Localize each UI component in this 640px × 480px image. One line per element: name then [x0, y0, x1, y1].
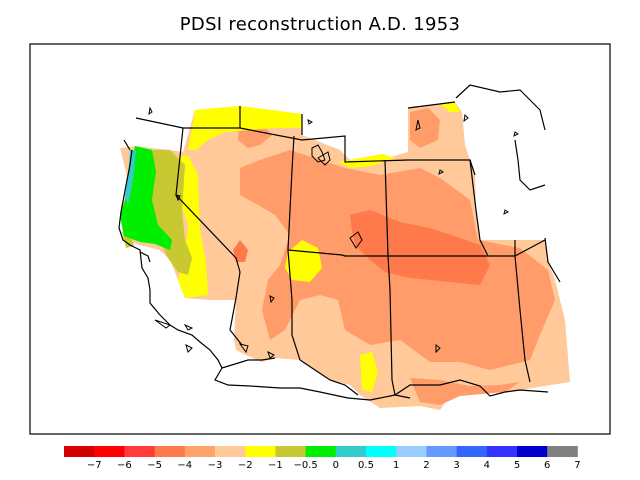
legend-tick-label: 4: [484, 460, 490, 471]
legend-swatch: [64, 446, 95, 457]
legend-tick-label: 5: [514, 460, 520, 471]
legend-swatch: [154, 446, 186, 457]
pdsi-moderate-region-east: [410, 108, 440, 148]
pdsi-wetter-region: [125, 150, 136, 205]
legend-tick-label: −3: [208, 460, 223, 471]
legend-tick-label: 2: [423, 460, 429, 471]
legend-tick-label: −0.5: [293, 460, 317, 471]
map-title: PDSI reconstruction A.D. 1953: [179, 14, 461, 35]
pdsi-dry-region-north: [188, 106, 302, 150]
legend-swatch: [456, 446, 488, 457]
legend-tick-label: −7: [87, 460, 102, 471]
legend-tick-label: −1: [268, 460, 283, 471]
pdsi-dry-region-south: [360, 352, 378, 392]
legend-tick-label: 3: [453, 460, 459, 471]
legend-swatch: [94, 446, 125, 457]
legend-swatch: [275, 446, 306, 457]
legend-tick-label: 6: [544, 460, 550, 471]
legend-tick-label: 1: [393, 460, 399, 471]
legend-tick-label: 0.5: [358, 460, 374, 471]
legend-swatch: [366, 446, 397, 457]
legend-swatch: [184, 446, 216, 457]
legend-tick-label: 7: [574, 460, 580, 471]
legend-swatch: [517, 446, 548, 457]
legend-tick-label: −5: [147, 460, 162, 471]
legend-swatch: [396, 446, 427, 457]
pdsi-severe-spot: [233, 240, 248, 262]
pdsi-severe-region: [350, 210, 490, 285]
legend-tick-label: −2: [238, 460, 253, 471]
legend-swatch: [124, 446, 155, 457]
legend-swatch: [245, 446, 276, 457]
legend-swatch: [215, 446, 246, 457]
legend-swatch: [426, 446, 457, 457]
legend-tick-label: −6: [117, 460, 132, 471]
coastline: [118, 139, 359, 399]
state-boundaries: [135, 84, 561, 401]
pdsi-dry-region-east: [440, 102, 460, 112]
legend-swatch: [486, 446, 518, 457]
legend-swatch: [305, 446, 337, 457]
legend-swatch: [547, 446, 578, 457]
legend-swatch: [335, 446, 367, 457]
pdsi-near-normal-region: [150, 150, 192, 275]
legend-tick-label: 0: [333, 460, 339, 471]
legend-tick-label: −4: [177, 460, 192, 471]
lakes-islands: [148, 106, 519, 359]
